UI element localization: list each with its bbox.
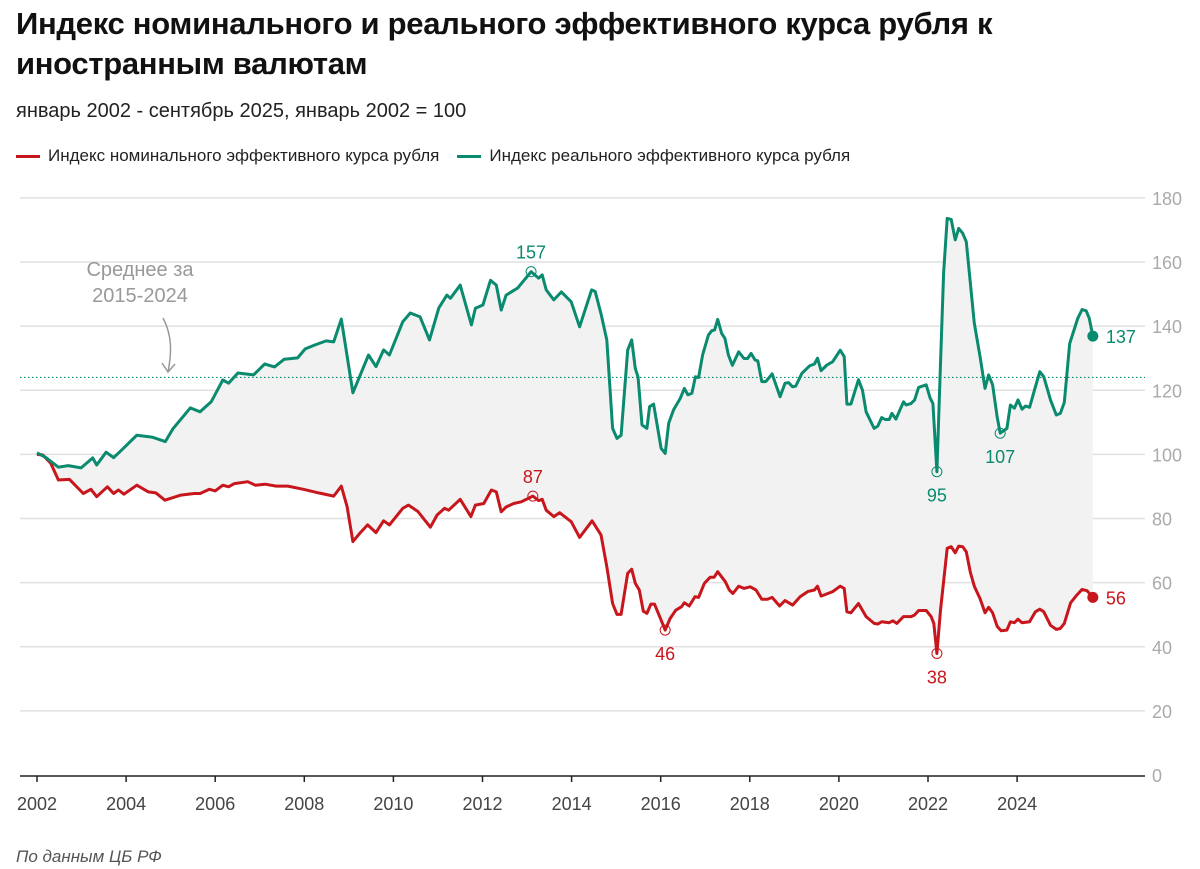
y-tick-label: 60 [1152, 574, 1172, 594]
x-tick-label: 2014 [552, 794, 592, 814]
annotation-marker-nominal [527, 490, 539, 502]
annotation-marker-real [931, 466, 943, 478]
y-tick-label: 80 [1152, 510, 1172, 530]
chart-title: Индекс номинального и реального эффектив… [16, 6, 993, 81]
y-tick-label: 100 [1152, 445, 1182, 465]
annotation-marker-nominal [659, 624, 671, 636]
average-note-line2: 2015-2024 [92, 285, 188, 307]
x-tick-label: 2008 [284, 794, 324, 814]
x-tick-label: 2016 [641, 794, 681, 814]
annotation-label-real: 107 [985, 447, 1015, 467]
x-tick-label: 2020 [819, 794, 859, 814]
endpoint-marker-nominal [1087, 591, 1099, 603]
legend-item-real: Индекс реального эффективного курса рубл… [457, 146, 850, 166]
annotation-label-nominal: 46 [655, 644, 675, 664]
legend-label-nominal: Индекс номинального эффективного курса р… [48, 146, 440, 165]
x-tick-label: 2024 [997, 794, 1037, 814]
legend-item-nominal: Индекс номинального эффективного курса р… [16, 146, 439, 166]
x-tick-label: 2022 [908, 794, 948, 814]
annotation-label-real: 157 [516, 243, 546, 263]
source-note: По данным ЦБ РФ [16, 847, 162, 866]
legend-swatch-nominal [16, 154, 40, 158]
annotation-label-real: 95 [927, 486, 947, 506]
y-tick-label: 160 [1152, 253, 1182, 273]
x-tick-label: 2010 [373, 794, 413, 814]
annotation-label-nominal: 38 [927, 667, 947, 687]
x-tick-label: 2006 [195, 794, 235, 814]
legend: Индекс номинального эффективного курса р… [16, 146, 850, 166]
x-tick-label: 2018 [730, 794, 770, 814]
legend-label-real: Индекс реального эффективного курса рубл… [489, 146, 851, 165]
x-tick-label: 2004 [106, 794, 146, 814]
y-tick-label: 120 [1152, 381, 1182, 401]
series-line-nominal [36, 452, 1094, 655]
chart-subtitle: январь 2002 - сентябрь 2025, январь 2002… [16, 100, 467, 122]
x-tick-label: 2002 [17, 794, 57, 814]
annotation-marker-nominal [931, 647, 943, 659]
area-between-series [37, 218, 1093, 654]
average-note-arrow [161, 317, 176, 374]
x-tick-label: 2012 [462, 794, 502, 814]
annotation-label-nominal: 87 [523, 467, 543, 487]
legend-swatch-real [457, 154, 482, 158]
average-note-line1: Среднее за [86, 259, 194, 281]
y-tick-label: 20 [1152, 702, 1172, 722]
y-tick-label: 180 [1152, 189, 1182, 209]
y-tick-label: 40 [1152, 638, 1172, 658]
annotations: 87 46 38 56 157 95 107 137 [516, 243, 1136, 688]
y-tick-label: 140 [1152, 317, 1182, 337]
annotation-marker-real [525, 266, 537, 278]
series-line-real [36, 216, 1095, 474]
annotation-label-real: 137 [1106, 327, 1136, 347]
annotation-label-nominal: 56 [1106, 588, 1126, 608]
x-axis: 2002 2004 2006 2008 2010 2012 2014 2016 2018 2020… [17, 775, 1145, 814]
endpoint-marker-real [1087, 330, 1099, 342]
y-tick-label: 0 [1152, 766, 1162, 786]
annotation-marker-real [994, 427, 1006, 439]
